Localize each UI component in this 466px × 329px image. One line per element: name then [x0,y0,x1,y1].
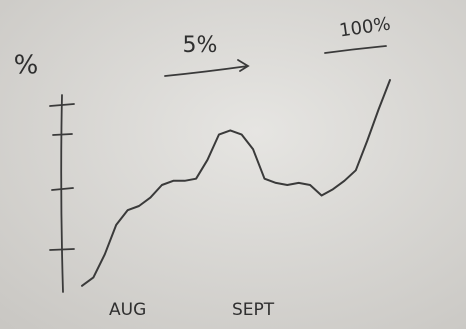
x-tick-label: AUG [109,300,146,320]
y-axis-ticks [49,103,75,251]
data-line [81,79,391,287]
annotation-underline [324,45,387,54]
annotation: 5% [183,33,218,58]
annotation-arrow [164,59,250,77]
y-axis [60,94,64,293]
x-tick-label: SEPT [232,300,275,320]
y-axis-label: % [14,51,39,81]
